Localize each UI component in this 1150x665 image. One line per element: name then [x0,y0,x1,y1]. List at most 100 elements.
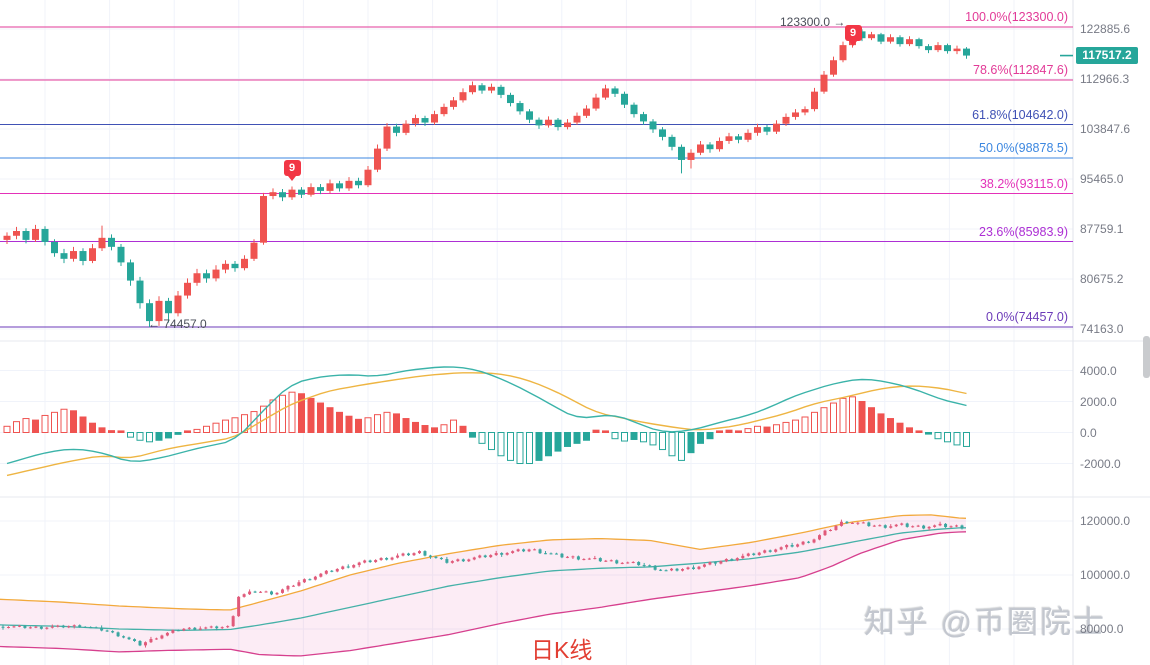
daily-bar-body [472,557,476,560]
daily-bar-body [127,637,131,640]
macd-histogram-bar [801,416,809,433]
daily-bar-body [456,559,460,562]
fib-label-100[interactable]: 100.0%(123300.0) [965,10,1068,24]
macd-histogram-bar [915,430,923,433]
td-sequential-9-badge: 9 [283,160,301,181]
daily-bar-body [527,549,531,552]
macd-histogram-bar [383,411,391,434]
macd-histogram-bar [896,422,904,433]
daily-bar-body [960,525,964,529]
daily-bar-body [554,553,558,555]
chart-caption: 日K线 [531,637,593,663]
macd-histogram-bar [364,417,372,434]
candle-body [450,100,457,107]
candle-body [649,121,657,130]
candle-body [469,85,476,93]
macd-histogram-bar [222,419,229,433]
daily-bar-body [516,549,520,552]
macd-histogram-bar [431,427,438,434]
candle-body [896,37,904,45]
daily-bar-body [423,551,427,556]
candle-body [630,104,638,115]
daily-bar-body [620,562,624,564]
axis-tick-label: 122885.6 [1080,22,1131,36]
macd-histogram-bar [412,421,419,434]
daily-bar-body [911,526,915,528]
candle-body [98,237,106,249]
axis-tick-label: 112966.3 [1080,72,1130,86]
daily-bar-body [209,626,213,628]
daily-bar-body [785,545,789,548]
macd-histogram-bar [127,432,134,438]
swing-high-value: 123300.0 [780,15,831,29]
fib-label-23-6[interactable]: 23.6%(85983.9) [979,224,1068,239]
daily-bar-body [850,522,854,524]
candle-body [659,129,666,137]
candle-body [763,127,771,132]
candle-body [241,258,248,269]
macd-histogram-bar [630,432,638,440]
candle-body [402,123,410,133]
macd-histogram-bar [155,432,163,441]
daily-bar-body [176,630,180,632]
macd-histogram-bar [336,411,343,434]
daily-bar-body [483,555,487,558]
macd-histogram-bar [687,432,695,454]
fib-label-0[interactable]: 0.0%(74457.0) [985,310,1068,324]
daily-bar-body [867,522,871,527]
candle-body [431,114,438,123]
candle-body [507,94,514,104]
td-sequential-9-badge: 9 [844,25,862,46]
macd-histogram-bar [602,430,609,433]
daily-bar-body [549,553,553,555]
macd-histogram-bar [345,415,353,433]
macd-histogram-bar [184,430,191,433]
daily-bar-body [286,585,290,590]
macd-histogram-bar [811,411,818,434]
daily-bar-body [944,523,948,528]
candle-body [60,253,68,259]
daily-bar-body [938,523,942,526]
daily-bar-body [587,558,591,560]
fib-label-50[interactable]: 50.0%(98878.5) [979,141,1068,155]
macd-histogram-bar [763,426,771,433]
macd-histogram-bar [773,424,780,433]
daily-bar-body [28,627,32,629]
daily-bar-body [894,524,898,527]
macd-histogram-bar [307,397,315,434]
macd-histogram-bar [326,407,334,433]
current-price-label: 117517.2 [1076,47,1138,65]
daily-bar-body [757,552,761,555]
candle-body [459,92,467,101]
fib-label-38-2[interactable]: 38.2%(93115.0) [979,176,1068,191]
macd-histogram-bar [89,422,96,433]
daily-bar-body [670,568,674,571]
daily-bar-body [72,625,76,627]
scrollbar-thumb[interactable] [1143,336,1150,378]
fib-label-78-6[interactable]: 78.6%(112847.6) [973,63,1068,77]
daily-bar-body [396,555,400,558]
candle-body [478,85,486,91]
daily-bar-body [752,553,756,555]
daily-bar-body [94,627,98,629]
daily-bar-body [100,627,104,631]
fib-label-61-8[interactable]: 61.8%(104642.0) [972,107,1068,122]
daily-bar-body [889,526,893,528]
candle-body [231,263,239,269]
macd-histogram-bar [792,419,799,433]
daily-bar-body [319,573,323,577]
candle-body [288,189,296,198]
axis-tick-label: 95465.0 [1080,172,1124,186]
macd-histogram-bar [830,402,837,433]
daily-bar-body [357,562,361,566]
daily-bar-body [604,560,608,562]
daily-bar-body [346,566,350,568]
candle-body [13,230,20,236]
candle-body [364,169,372,186]
daily-bar-body [637,561,641,566]
daily-bar-body [390,557,394,560]
macd-histogram-bar [934,432,942,440]
macd-histogram-bar [32,419,39,433]
